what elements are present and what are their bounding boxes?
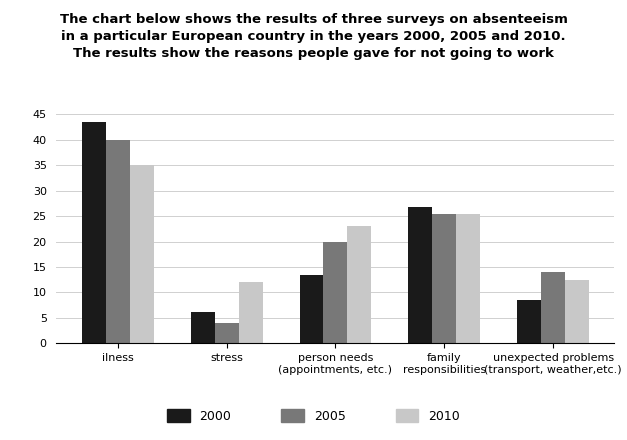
- Bar: [238, 282, 263, 343]
- Bar: [408, 207, 433, 343]
- Bar: [82, 122, 106, 343]
- Bar: [433, 213, 456, 343]
- Bar: [347, 226, 371, 343]
- Text: The chart below shows the results of three surveys on absenteeism
in a particula: The chart below shows the results of thr…: [60, 13, 567, 60]
- Bar: [456, 213, 480, 343]
- Bar: [324, 242, 347, 343]
- Bar: [541, 272, 565, 343]
- Bar: [300, 275, 324, 343]
- Bar: [214, 323, 238, 343]
- Bar: [130, 165, 154, 343]
- Bar: [191, 312, 214, 343]
- Bar: [517, 300, 541, 343]
- Bar: [106, 140, 130, 343]
- Legend: 2000, 2005, 2010: 2000, 2005, 2010: [161, 403, 466, 429]
- Bar: [565, 280, 589, 343]
